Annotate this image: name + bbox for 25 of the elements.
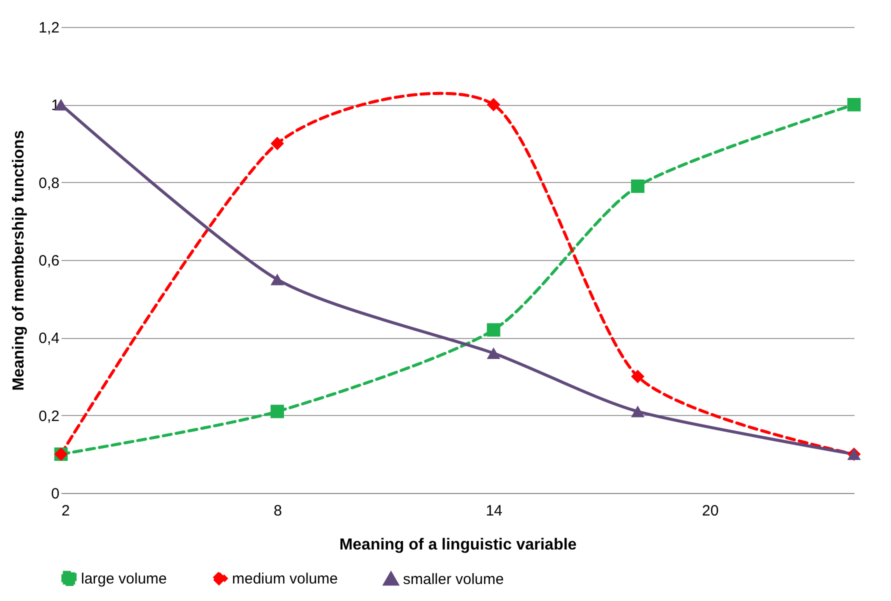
x-tick-label: 20 xyxy=(702,502,719,520)
legend-label: smaller volume xyxy=(403,570,504,588)
legend-label: medium volume xyxy=(232,570,338,588)
point xyxy=(631,180,644,193)
point xyxy=(631,406,644,418)
x-tick-label: 8 xyxy=(274,502,282,520)
y-tick-label: 0,4 xyxy=(38,330,60,348)
y-tick-label: 0,6 xyxy=(38,252,60,270)
point xyxy=(270,404,284,418)
legend-label: large volume xyxy=(81,570,167,588)
point xyxy=(847,98,861,112)
point xyxy=(631,370,644,384)
y-axis-title: Meaning of membership functions xyxy=(10,130,28,391)
x-tick-label: 14 xyxy=(486,502,502,520)
y-tick-label: 1,2 xyxy=(38,20,60,36)
point xyxy=(486,347,500,360)
x-axis-title: Meaning of a linguistic variable xyxy=(339,536,577,554)
point xyxy=(486,323,500,337)
y-tick-label: 0,8 xyxy=(38,174,60,192)
y-tick-label: 0,2 xyxy=(38,408,60,425)
point xyxy=(270,136,284,150)
point xyxy=(270,274,284,286)
x-tick-label: 2 xyxy=(62,502,70,520)
point xyxy=(486,98,500,112)
y-tick-label: 0 xyxy=(51,486,60,502)
